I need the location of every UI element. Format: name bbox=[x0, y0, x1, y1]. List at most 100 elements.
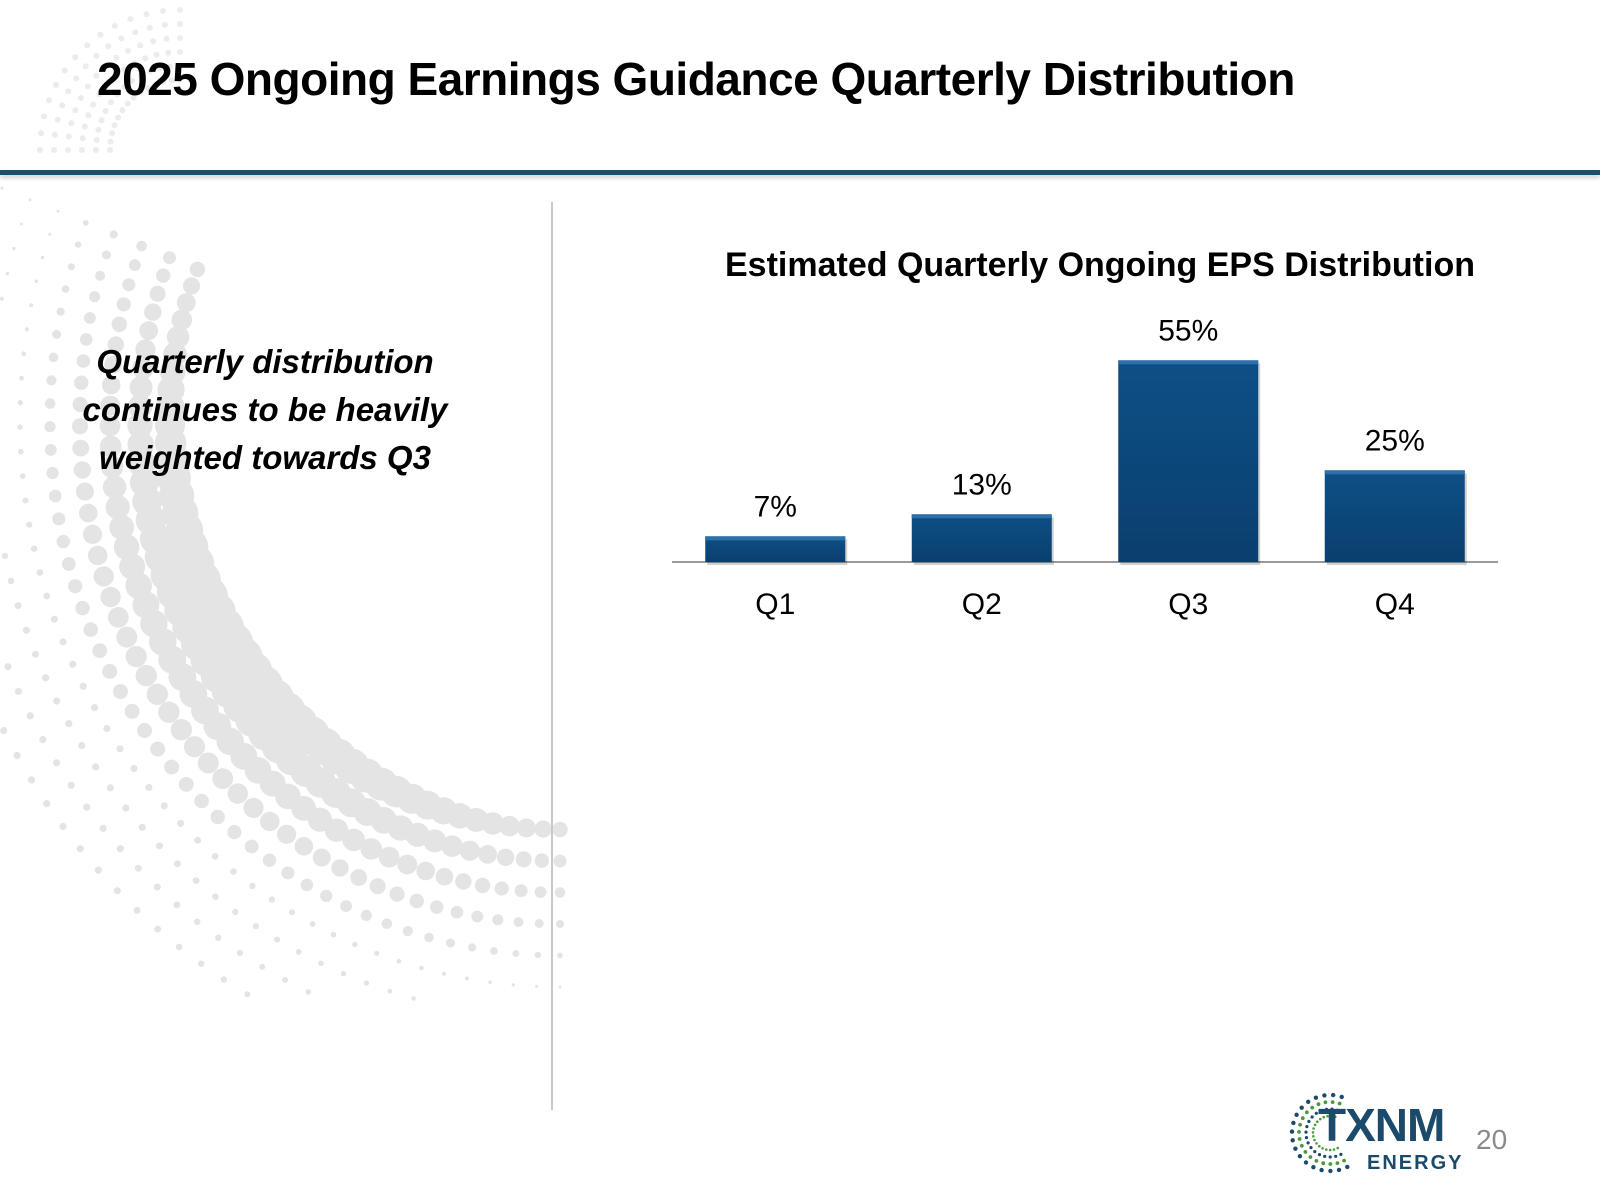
deco-dot bbox=[360, 909, 372, 922]
logo-dot bbox=[1297, 1130, 1301, 1134]
deco-dot bbox=[107, 99, 114, 106]
deco-dot bbox=[48, 232, 52, 236]
deco-dot bbox=[177, 819, 185, 827]
deco-dot bbox=[65, 147, 71, 153]
deco-dot bbox=[177, 21, 183, 27]
deco-dot bbox=[131, 60, 138, 67]
deco-dot bbox=[164, 759, 180, 775]
deco-dot bbox=[48, 489, 62, 503]
deco-dot bbox=[158, 701, 180, 723]
logo-dot bbox=[1306, 1141, 1310, 1145]
deco-dot bbox=[94, 866, 102, 874]
deco-dot bbox=[156, 65, 163, 72]
deco-dot bbox=[128, 394, 153, 419]
deco-dot bbox=[135, 339, 156, 360]
deco-dot bbox=[166, 63, 173, 70]
deco-dot bbox=[340, 900, 352, 912]
deco-dot bbox=[227, 783, 248, 804]
logo-dot bbox=[1330, 1100, 1335, 1104]
deco-dot bbox=[28, 198, 32, 202]
deco-dot bbox=[107, 336, 125, 353]
deco-dot bbox=[127, 431, 154, 458]
logo-dot bbox=[1326, 1114, 1329, 1118]
data-label-q1: 7% bbox=[754, 490, 797, 523]
deco-dot bbox=[44, 444, 57, 456]
deco-dot bbox=[116, 297, 131, 312]
deco-dot bbox=[165, 49, 172, 56]
deco-dot bbox=[552, 821, 568, 838]
deco-dot bbox=[150, 741, 166, 757]
deco-dot bbox=[109, 514, 135, 540]
deco-dot bbox=[465, 976, 469, 981]
deco-dot bbox=[252, 923, 259, 930]
deco-dot bbox=[154, 925, 162, 933]
deco-dot bbox=[127, 16, 134, 23]
deco-dot bbox=[516, 818, 536, 838]
deco-dot bbox=[554, 887, 566, 898]
deco-dot bbox=[1, 552, 9, 560]
deco-dot bbox=[492, 914, 504, 926]
logo-dot bbox=[1305, 1125, 1309, 1129]
deco-dot bbox=[136, 240, 147, 252]
deco-dot bbox=[494, 881, 509, 896]
deco-dot bbox=[138, 823, 146, 831]
deco-dot bbox=[72, 418, 88, 435]
deco-dot bbox=[48, 352, 59, 363]
deco-dot bbox=[173, 901, 181, 909]
deco-dot bbox=[138, 72, 144, 79]
deco-dot bbox=[65, 88, 72, 95]
deco-dot bbox=[46, 466, 59, 480]
deco-dot bbox=[534, 853, 549, 868]
bar-top-bevel bbox=[911, 514, 1052, 519]
deco-dot bbox=[260, 811, 280, 832]
logo-dot bbox=[1297, 1154, 1303, 1159]
deco-dot bbox=[98, 117, 105, 124]
logo-dot bbox=[1289, 1129, 1295, 1134]
logo-dot bbox=[1328, 1162, 1333, 1166]
deco-dot bbox=[555, 919, 565, 929]
deco-dot bbox=[282, 977, 288, 983]
deco-dot bbox=[268, 896, 275, 903]
deco-dot bbox=[416, 861, 436, 881]
deco-dot bbox=[435, 867, 454, 886]
logo-dot bbox=[1321, 1147, 1324, 1150]
deco-dot bbox=[85, 112, 92, 119]
deco-dot bbox=[112, 73, 118, 80]
logo-dot bbox=[1309, 1146, 1313, 1150]
deco-dot bbox=[95, 270, 106, 281]
deco-dot bbox=[277, 824, 297, 844]
deco-dot bbox=[194, 836, 202, 844]
title-underline bbox=[0, 170, 1600, 175]
deco-dot bbox=[73, 75, 80, 82]
deco-dot bbox=[54, 116, 61, 123]
x-tick-label-q4: Q4 bbox=[1375, 588, 1415, 621]
deco-dot bbox=[21, 351, 27, 357]
deco-dot bbox=[124, 703, 140, 719]
deco-dot bbox=[182, 277, 201, 295]
deco-dot bbox=[511, 983, 515, 987]
deco-dot bbox=[124, 100, 131, 107]
deco-dot bbox=[212, 893, 219, 900]
deco-dot bbox=[79, 135, 86, 142]
logo-dot bbox=[1300, 1116, 1305, 1121]
deco-dot bbox=[12, 246, 16, 251]
page-number: 20 bbox=[1476, 1124, 1508, 1155]
deco-dot bbox=[411, 996, 416, 1001]
logo-name: TXNM bbox=[1318, 1099, 1445, 1151]
deco-dot bbox=[360, 838, 383, 860]
x-tick-label-q3: Q3 bbox=[1168, 588, 1208, 621]
deco-dot bbox=[146, 683, 168, 705]
bar-q3 bbox=[1118, 360, 1259, 562]
deco-dot bbox=[22, 626, 30, 634]
deco-dot bbox=[230, 868, 237, 875]
deco-dot bbox=[153, 51, 160, 58]
deco-dot bbox=[13, 751, 21, 760]
deco-dot bbox=[103, 724, 111, 733]
deco-dot bbox=[36, 569, 44, 576]
deco-dot bbox=[402, 926, 413, 937]
deco-dot bbox=[92, 763, 100, 771]
summary-note: Quarterly distribution continues to be h… bbox=[82, 343, 448, 476]
deco-dot bbox=[99, 415, 121, 437]
deco-dot bbox=[115, 114, 121, 121]
data-label-q3: 55% bbox=[1158, 314, 1218, 347]
